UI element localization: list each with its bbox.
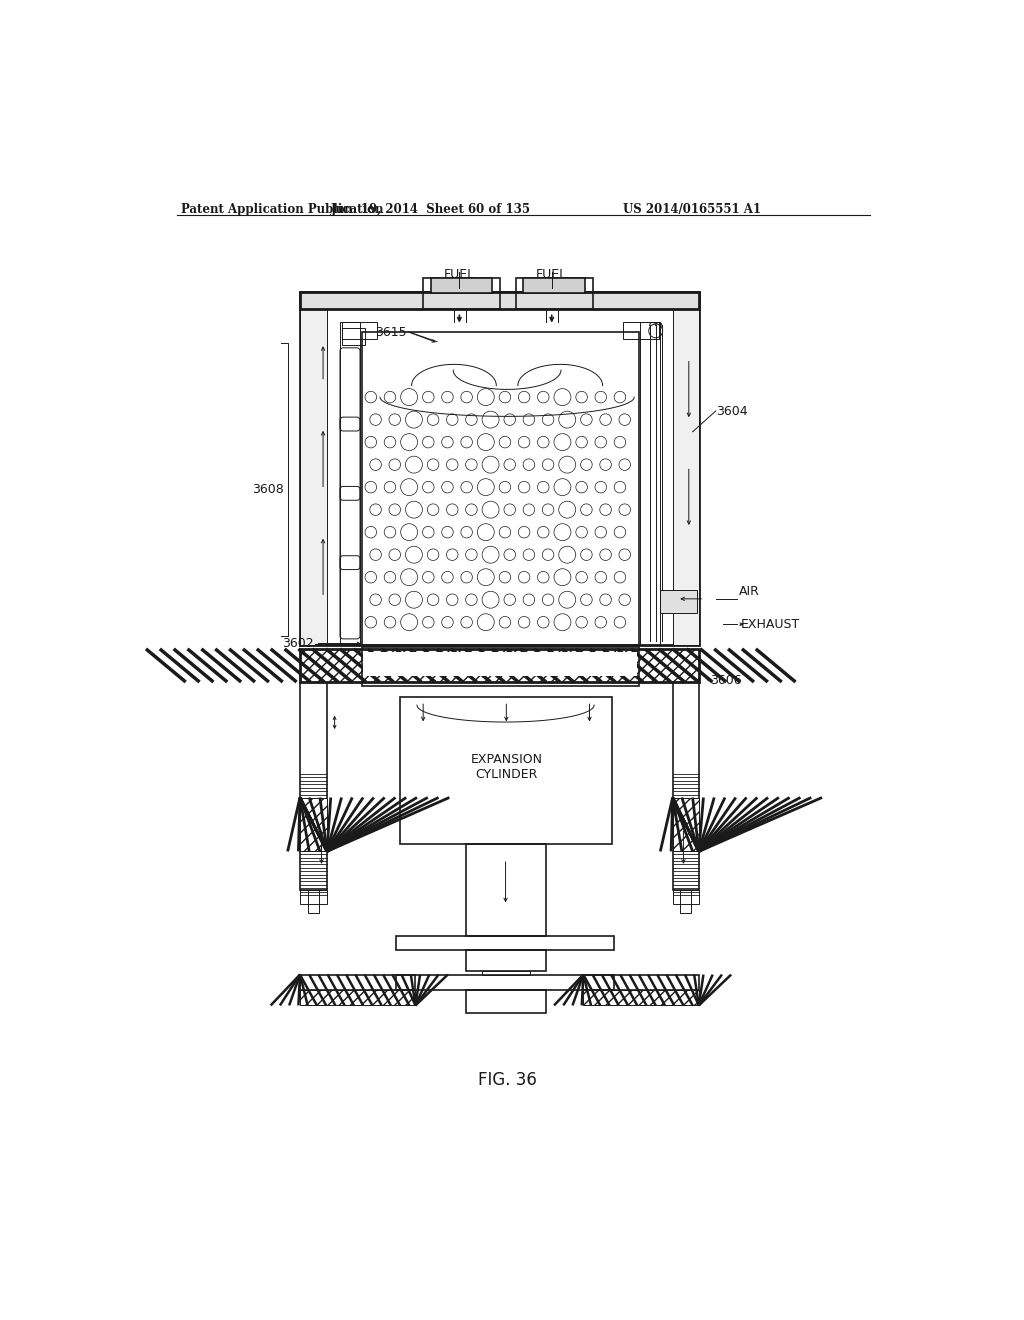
Bar: [300, 890, 327, 904]
Text: FIG. 36: FIG. 36: [478, 1071, 538, 1089]
Bar: [342, 327, 366, 345]
Bar: [624, 322, 658, 339]
Bar: [515, 277, 593, 309]
Bar: [300, 649, 698, 682]
Bar: [364, 652, 637, 676]
Bar: [584, 974, 698, 990]
Bar: [396, 974, 614, 990]
Text: EXHAUST: EXHAUST: [741, 618, 801, 631]
Text: 3602: 3602: [283, 638, 314, 651]
Bar: [640, 322, 660, 645]
Bar: [466, 990, 547, 1014]
Bar: [300, 649, 698, 682]
Text: EXPANSION
CYLINDER: EXPANSION CYLINDER: [470, 752, 543, 780]
Bar: [300, 292, 327, 645]
Bar: [680, 890, 691, 913]
Bar: [660, 590, 697, 612]
Bar: [466, 950, 547, 970]
Text: US 2014/0165551 A1: US 2014/0165551 A1: [624, 203, 762, 216]
Bar: [300, 292, 698, 645]
Text: FUEL: FUEL: [537, 268, 567, 281]
Bar: [300, 974, 416, 990]
Bar: [431, 277, 493, 293]
Bar: [673, 292, 698, 645]
Text: 3615: 3615: [376, 326, 408, 339]
Text: FUEL: FUEL: [443, 268, 475, 281]
Bar: [584, 990, 698, 1006]
Bar: [300, 797, 327, 851]
Text: AIR: AIR: [739, 585, 760, 598]
Bar: [307, 890, 319, 913]
Bar: [396, 936, 614, 950]
Bar: [400, 697, 611, 843]
Bar: [342, 322, 377, 339]
Bar: [300, 990, 416, 1006]
Text: 3606: 3606: [710, 675, 741, 688]
Bar: [300, 292, 698, 309]
Bar: [361, 647, 639, 686]
Bar: [673, 682, 698, 890]
Bar: [466, 843, 547, 936]
Bar: [673, 797, 698, 851]
Text: 3604: 3604: [716, 405, 748, 418]
Bar: [361, 331, 639, 645]
Text: Patent Application Publication: Patent Application Publication: [180, 203, 383, 216]
Bar: [673, 890, 698, 904]
Bar: [340, 322, 360, 645]
Bar: [523, 277, 585, 293]
Bar: [300, 682, 327, 890]
Bar: [481, 970, 530, 974]
Text: Jun. 19, 2014  Sheet 60 of 135: Jun. 19, 2014 Sheet 60 of 135: [331, 203, 530, 216]
Bar: [423, 277, 500, 309]
Text: 3608: 3608: [252, 483, 284, 496]
